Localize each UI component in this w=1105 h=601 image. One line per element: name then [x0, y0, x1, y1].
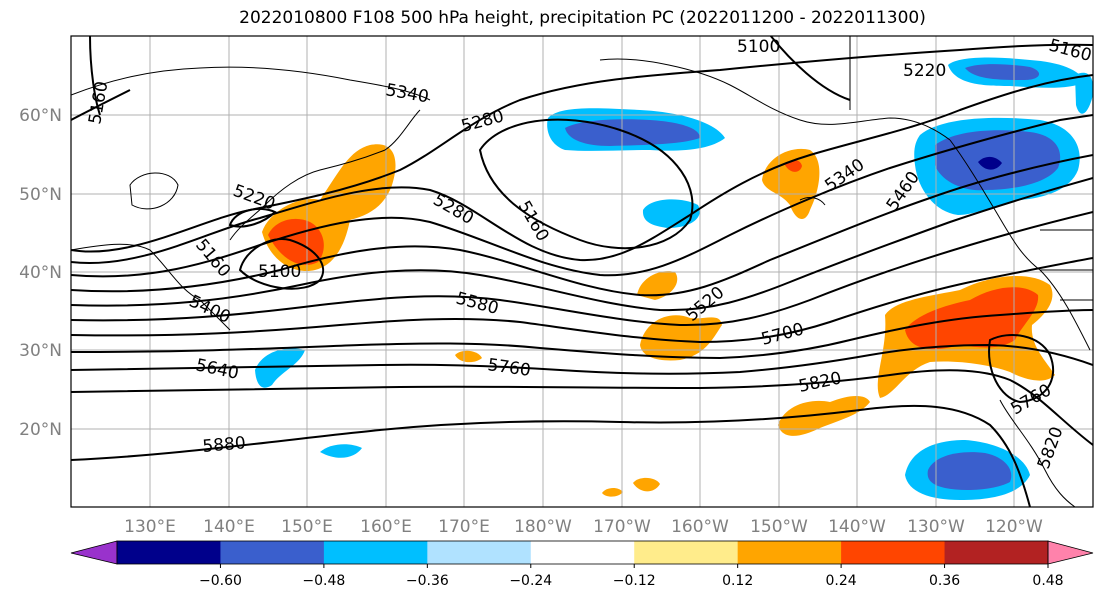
colorbar-outline — [116, 540, 1049, 565]
latitude-labels: 60°N 50°N 40°N 30°N 20°N — [19, 106, 62, 440]
anomaly-extreme-negative-region — [978, 156, 1002, 170]
anomaly-positive-region — [778, 395, 870, 436]
lon-label: 150°E — [281, 517, 333, 537]
colorbar-segments — [117, 541, 1049, 564]
contour-label: 5220 — [903, 61, 946, 81]
colorbar-tick-label: 0.36 — [929, 573, 960, 589]
colorbar-tick-label: 0.24 — [826, 573, 857, 589]
colorbar-tick-label: −0.24 — [509, 573, 552, 589]
colorbar-tick-label: −0.12 — [613, 573, 656, 589]
height-contours — [71, 36, 1093, 507]
colorbar-tick-label: −0.60 — [199, 573, 242, 589]
lon-label: 180°W — [514, 517, 572, 537]
contour-label: 5880 — [202, 433, 247, 457]
colorbar-segment — [737, 541, 842, 564]
lon-label: 170°W — [593, 517, 651, 537]
lon-label: 120°W — [985, 517, 1043, 537]
anomaly-negative-region — [320, 444, 362, 458]
lon-label: 160°W — [671, 517, 729, 537]
anomaly-positive-region — [637, 271, 678, 300]
longitude-labels: 130°E 140°E 150°E 160°E 170°E 180°W 170°… — [124, 517, 1043, 537]
colorbar-segment — [117, 541, 221, 564]
colorbar-segment — [634, 541, 739, 564]
colorbar-segment — [427, 541, 532, 564]
anomaly-negative-region — [1075, 72, 1093, 114]
lat-label: 20°N — [19, 420, 62, 440]
colorbar-segment — [220, 541, 325, 564]
colorbar-segment — [944, 541, 1049, 564]
colorbar-segment — [841, 541, 946, 564]
anomaly-positive-region — [455, 350, 482, 363]
anomaly-positive-region — [602, 487, 623, 497]
lon-label: 140°E — [203, 517, 255, 537]
anomaly-negative-region — [255, 348, 305, 388]
lat-label: 50°N — [19, 185, 62, 205]
lon-label: 130°E — [124, 517, 176, 537]
colorbar-segment — [323, 541, 428, 564]
map-title: 2022010800 F108 500 hPa height, precipit… — [239, 8, 926, 28]
colorbar: −0.60 −0.48 −0.36 −0.24 −0.12 0.12 0.24 0.36 0.4… — [70, 540, 1094, 589]
anomaly-positive-region — [633, 477, 660, 492]
plot-frame — [70, 35, 1094, 508]
anomaly-negative-region — [642, 199, 700, 228]
lat-label: 40°N — [19, 263, 62, 283]
colorbar-tick-label: 0.12 — [722, 573, 753, 589]
anomaly-strong-negative-region — [927, 452, 1012, 490]
anomaly-positive-region — [640, 315, 722, 361]
colorbar-tick-label: −0.48 — [302, 573, 345, 589]
lat-label: 30°N — [19, 341, 62, 361]
coastlines — [71, 36, 1093, 507]
colorbar-ticks: −0.60 −0.48 −0.36 −0.24 −0.12 0.12 0.24 0.36 0.4… — [199, 564, 1064, 589]
contour-label: 5100 — [258, 262, 301, 282]
colorbar-tick-label: 0.48 — [1032, 573, 1063, 589]
lon-label: 150°W — [750, 517, 808, 537]
colorbar-segment — [530, 541, 635, 564]
colorbar-max-extension — [1047, 540, 1094, 565]
lon-label: 140°W — [828, 517, 886, 537]
anomaly-strong-negative-region — [965, 64, 1040, 80]
lon-label: 160°E — [360, 517, 412, 537]
lat-label: 60°N — [19, 106, 62, 126]
anomaly-strong-negative-region — [565, 119, 700, 146]
colorbar-min-extension — [70, 540, 118, 565]
lon-label: 130°W — [907, 517, 965, 537]
lon-label: 170°E — [438, 517, 490, 537]
colorbar-tick-label: −0.36 — [406, 573, 449, 589]
contour-label: 5100 — [737, 37, 780, 57]
